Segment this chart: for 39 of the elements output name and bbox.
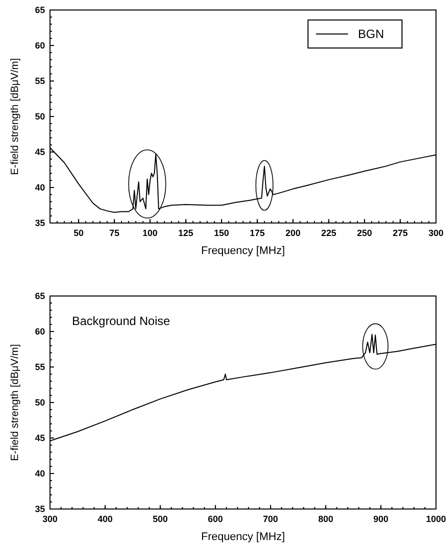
annotation: Background Noise bbox=[72, 314, 170, 328]
x-axis-title: Frequency [MHz] bbox=[201, 245, 285, 257]
x-tick-label: 275 bbox=[392, 228, 408, 238]
x-tick-label: 200 bbox=[286, 228, 301, 238]
x-tick-label: 75 bbox=[109, 228, 120, 238]
x-tick-label: 150 bbox=[214, 228, 230, 238]
y-tick-label: 65 bbox=[34, 5, 45, 16]
y-tick-label: 60 bbox=[34, 326, 45, 337]
y-tick-label: 40 bbox=[34, 182, 45, 193]
x-tick-label: 300 bbox=[428, 228, 444, 238]
x-tick-label: 500 bbox=[152, 514, 168, 524]
x-tick-label: 100 bbox=[142, 228, 158, 238]
x-tick-label: 300 bbox=[42, 514, 58, 524]
x-axis-title: Frequency [MHz] bbox=[201, 531, 285, 543]
x-tick-label: 800 bbox=[318, 514, 334, 524]
y-tick-label: 50 bbox=[34, 398, 45, 408]
y-axis-title: E-field strength [dBμV/m] bbox=[9, 58, 21, 175]
y-tick-label: 65 bbox=[34, 291, 45, 302]
y-tick-label: 50 bbox=[34, 112, 45, 122]
y-tick-label: 35 bbox=[34, 504, 45, 514]
y-tick-label: 40 bbox=[34, 468, 45, 479]
x-tick-label: 225 bbox=[321, 228, 336, 238]
x-tick-label: 125 bbox=[178, 228, 194, 238]
x-tick-label: 50 bbox=[74, 228, 84, 238]
x-tick-label: 900 bbox=[373, 514, 388, 524]
y-tick-label: 45 bbox=[34, 433, 45, 444]
y-tick-label: 60 bbox=[34, 40, 45, 51]
y-tick-label: 45 bbox=[34, 147, 45, 158]
y-tick-label: 55 bbox=[34, 362, 45, 372]
y-tick-label: 55 bbox=[34, 76, 45, 86]
legend-label: BGN bbox=[358, 27, 384, 42]
x-tick-label: 250 bbox=[357, 228, 372, 238]
x-tick-label: 700 bbox=[263, 514, 278, 524]
x-tick-label: 600 bbox=[208, 514, 223, 524]
x-tick-label: 400 bbox=[98, 514, 113, 524]
x-tick-label: 175 bbox=[250, 228, 265, 238]
y-tick-label: 35 bbox=[34, 218, 45, 228]
x-tick-label: 1000 bbox=[426, 514, 446, 524]
y-axis-title: E-field strength [dBμV/m] bbox=[9, 344, 21, 461]
